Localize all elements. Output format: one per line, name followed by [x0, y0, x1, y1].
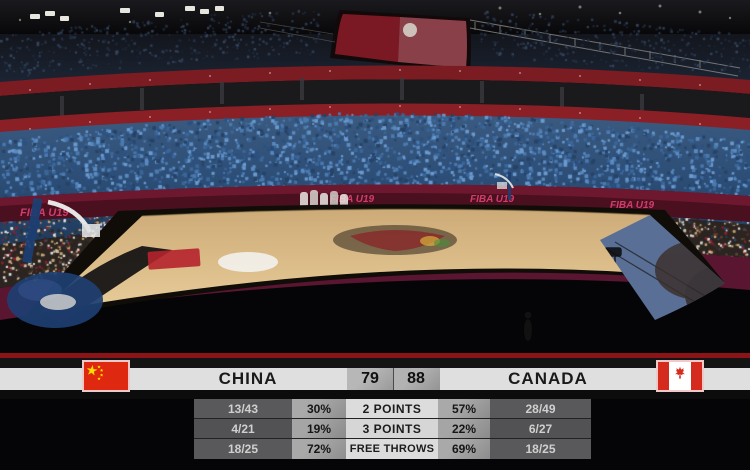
- svg-text:FIBA U19: FIBA U19: [20, 207, 69, 219]
- svg-text:FIBA U19: FIBA U19: [470, 194, 515, 205]
